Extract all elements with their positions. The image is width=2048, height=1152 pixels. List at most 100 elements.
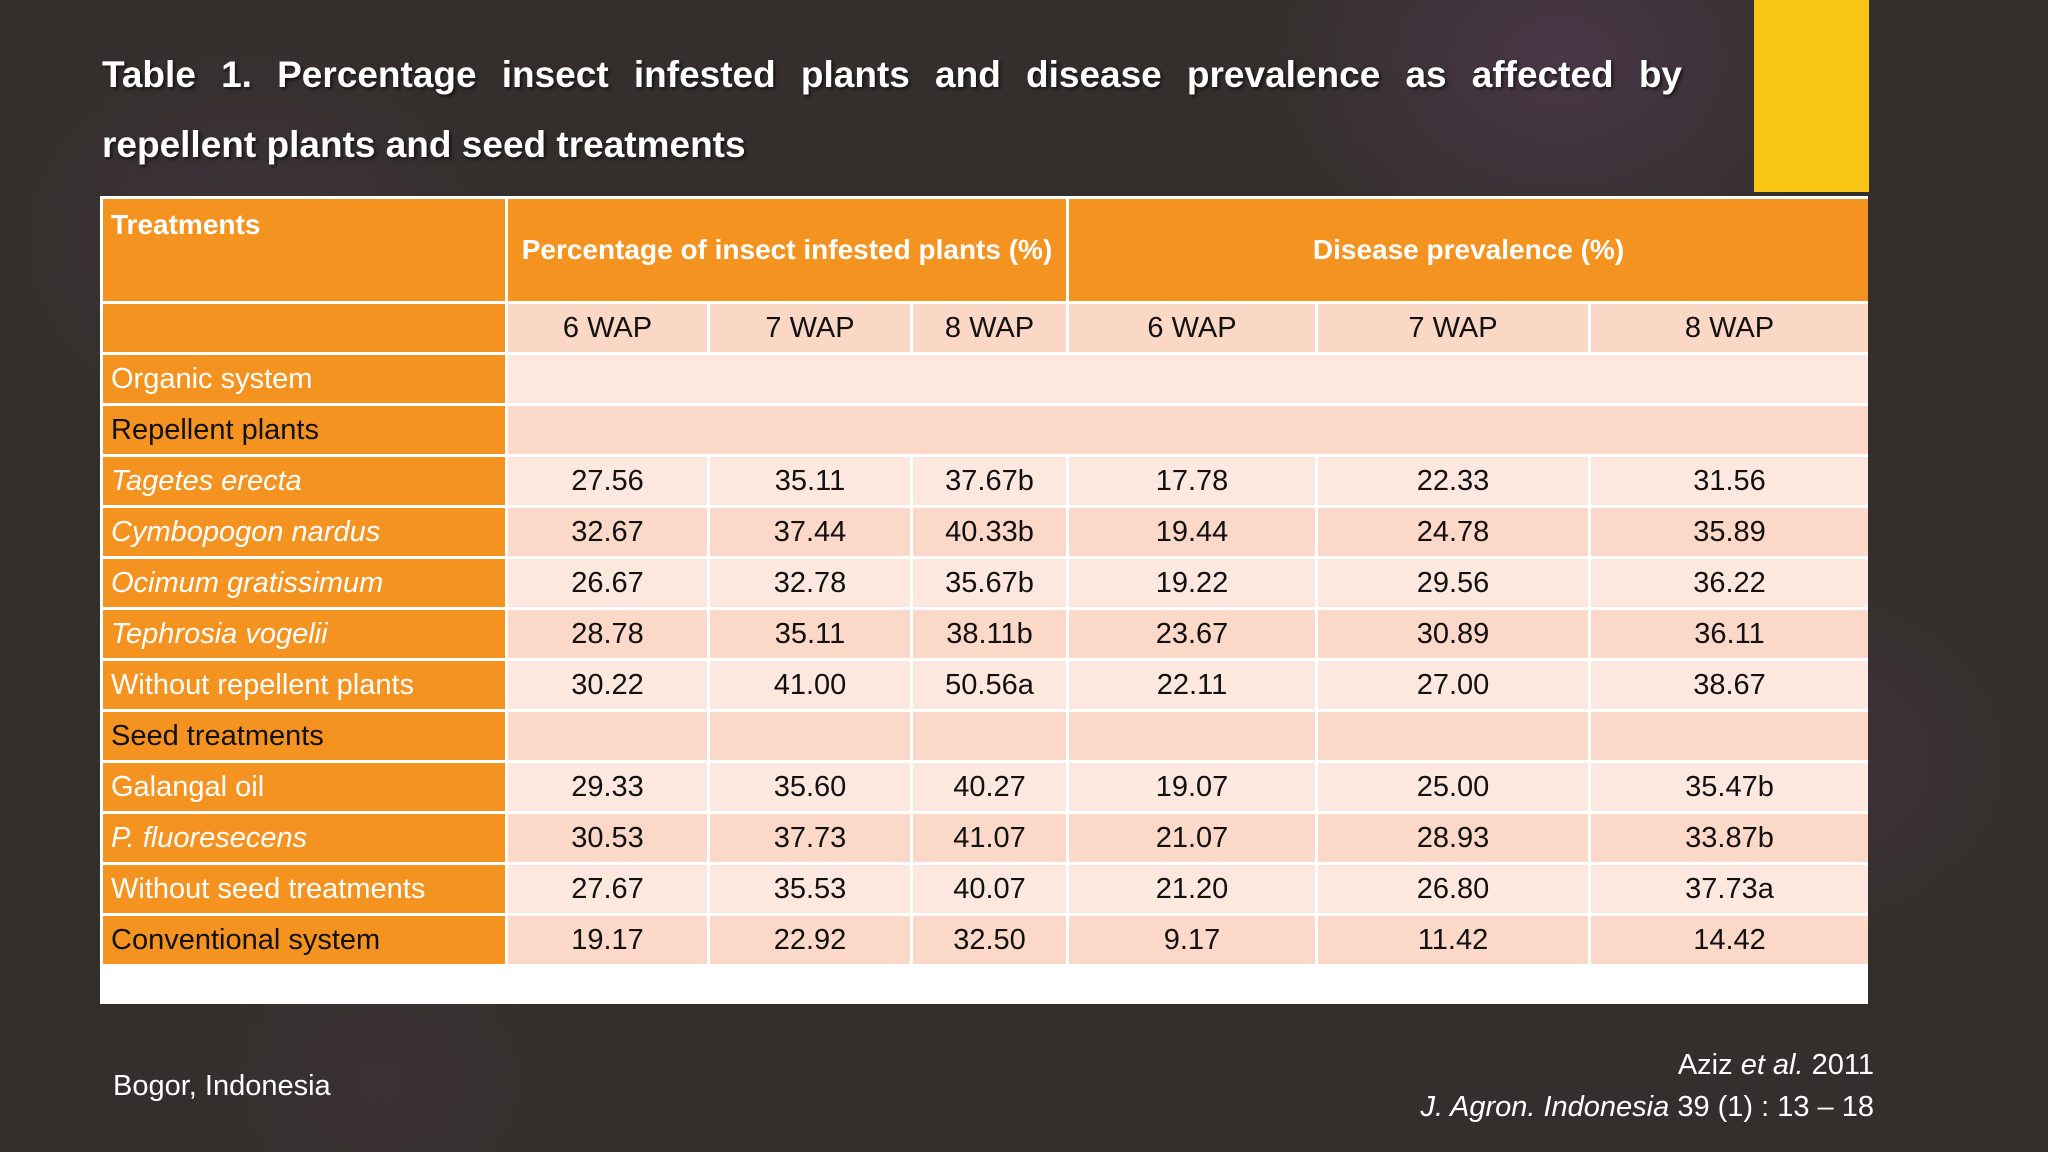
citation-journal-line: J. Agron. Indonesia 39 (1) : 13 – 18 (1420, 1086, 1874, 1128)
table-cell: 35.60 (707, 760, 913, 814)
table-cell: 31.56 (1587, 454, 1868, 508)
table-cell: 25.00 (1315, 760, 1591, 814)
table-cell: 30.53 (505, 811, 710, 865)
table-cell (1587, 709, 1868, 763)
table-cell: 29.56 (1315, 556, 1591, 610)
table-row: Galangal oil 29.33 35.60 40.27 19.07 25.00 35.… (100, 760, 1868, 814)
slide-title: Table 1. Percentage insect infested plan… (102, 54, 1682, 165)
table-cell: 28.93 (1315, 811, 1591, 865)
row-label: P. fluoresecens (100, 811, 508, 865)
table-cell: 27.67 (505, 862, 710, 916)
table-cell: 17.78 (1066, 454, 1318, 508)
table-cell (505, 709, 710, 763)
table-cell: 26.80 (1315, 862, 1591, 916)
table-cell: 19.44 (1066, 505, 1318, 559)
table-cell: 37.67b (910, 454, 1069, 508)
table-cell: 9.17 (1066, 913, 1318, 967)
table-cell: 22.92 (707, 913, 913, 967)
row-label: Organic system (100, 352, 508, 406)
table-cell: 41.00 (707, 658, 913, 712)
table-cell (1315, 709, 1591, 763)
table-row: Tagetes erecta 27.56 35.11 37.67b 17.78 22.33… (100, 454, 1868, 508)
table-cell: 21.07 (1066, 811, 1318, 865)
header-blank-cell (100, 301, 508, 355)
data-table: Treatments Percentage of insect infested… (100, 196, 1868, 967)
header-week: 7 WAP (707, 301, 913, 355)
table-cell: 38.11b (910, 607, 1069, 661)
header-week: 6 WAP (1066, 301, 1318, 355)
data-table-container: Treatments Percentage of insect infested… (100, 196, 1868, 1004)
table-cell: 41.07 (910, 811, 1069, 865)
empty-section-cell (504, 403, 1868, 457)
row-label: Tephrosia vogelii (100, 607, 508, 661)
table-cell: 50.56a (910, 658, 1069, 712)
table-cell: 22.11 (1066, 658, 1318, 712)
table-cell: 35.53 (707, 862, 913, 916)
table-cell: 28.78 (505, 607, 710, 661)
table-cell: 37.73a (1587, 862, 1868, 916)
table-cell (910, 709, 1069, 763)
row-label: Repellent plants (100, 403, 508, 457)
header-week: 8 WAP (1587, 301, 1868, 355)
table-row: Without repellent plants 30.22 41.00 50.56a… (100, 658, 1868, 712)
table-cell: 36.11 (1587, 607, 1868, 661)
table-row: Tephrosia vogelii 28.78 35.11 38.11b 23.67 30… (100, 607, 1868, 661)
table-cell (1066, 709, 1318, 763)
table-body: Organic system Repellent plants Tagetes er… (100, 352, 1868, 967)
row-label: Without repellent plants (100, 658, 508, 712)
table-row: Ocimum gratissimum 26.67 32.78 35.67b 19.22 2… (100, 556, 1868, 610)
table-cell (707, 709, 913, 763)
table-cell: 35.11 (707, 607, 913, 661)
table-note: Note: Numbers followed by the same lette… (100, 976, 1710, 1003)
table-row: Repellent plants (100, 403, 1868, 457)
table-cell: 32.50 (910, 913, 1069, 967)
citation-year: 2011 (1811, 1049, 1874, 1081)
header-row-groups: Treatments Percentage of insect infested… (100, 196, 1868, 304)
table-cell: 40.33b (910, 505, 1069, 559)
table-cell: 35.11 (707, 454, 913, 508)
table-cell: 19.07 (1066, 760, 1318, 814)
table-cell: 32.67 (505, 505, 710, 559)
table-cell: 22.33 (1315, 454, 1591, 508)
table-cell: 37.44 (707, 505, 913, 559)
header-week: 6 WAP (505, 301, 710, 355)
header-disease-prevalence: Disease prevalence (%) (1065, 196, 1868, 304)
table-cell: 30.89 (1315, 607, 1591, 661)
table-cell: 19.22 (1066, 556, 1318, 610)
row-label: Conventional system (100, 913, 508, 967)
citation-etal: et al. (1740, 1049, 1804, 1081)
row-label: Ocimum gratissimum (100, 556, 508, 610)
location-label: Bogor, Indonesia (113, 1070, 331, 1102)
table-row: Cymbopogon nardus 32.67 37.44 40.33b 19.44 24… (100, 505, 1868, 559)
empty-section-cell (504, 352, 1868, 406)
table-cell: 23.67 (1066, 607, 1318, 661)
table-row: Conventional system 19.17 22.92 32.50 9.17 11… (100, 913, 1868, 967)
header-week: 8 WAP (910, 301, 1069, 355)
table-cell: 30.22 (505, 658, 710, 712)
table-cell: 33.87b (1587, 811, 1868, 865)
header-treatments: Treatments (100, 196, 508, 304)
table-cell: 32.78 (707, 556, 913, 610)
table-cell: 36.22 (1587, 556, 1868, 610)
accent-bar (1754, 0, 1869, 192)
table-cell: 40.07 (910, 862, 1069, 916)
table-cell: 26.67 (505, 556, 710, 610)
table-row: P. fluoresecens 30.53 37.73 41.07 21.07 28.93… (100, 811, 1868, 865)
table-cell: 27.00 (1315, 658, 1591, 712)
table-cell: 40.27 (910, 760, 1069, 814)
table-cell: 35.47b (1587, 760, 1868, 814)
header-week: 7 WAP (1315, 301, 1591, 355)
header-insect-infested: Percentage of insect infested plants (%) (505, 196, 1069, 304)
table-cell: 35.67b (910, 556, 1069, 610)
table-cell: 37.73 (707, 811, 913, 865)
table-cell: 35.89 (1587, 505, 1868, 559)
table-cell: 27.56 (505, 454, 710, 508)
row-label: Seed treatments (100, 709, 508, 763)
table-cell: 29.33 (505, 760, 710, 814)
table-cell: 14.42 (1587, 913, 1868, 967)
citation: Aziz et al. 2011 J. Agron. Indonesia 39 … (1420, 1044, 1874, 1128)
table-row: Organic system (100, 352, 1868, 406)
table-cell: 11.42 (1315, 913, 1591, 967)
table-cell: 19.17 (505, 913, 710, 967)
table-cell: 21.20 (1066, 862, 1318, 916)
